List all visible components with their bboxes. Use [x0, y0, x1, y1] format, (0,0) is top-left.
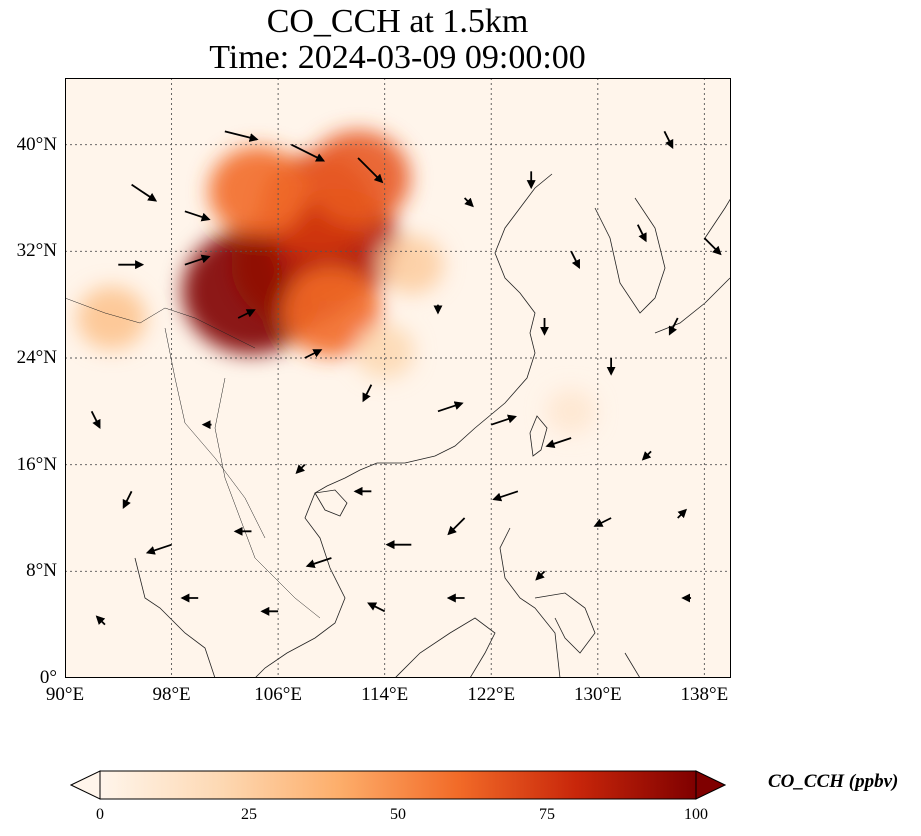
wind-arrow [703, 237, 722, 256]
colorbar-tick-label: 0 [96, 806, 104, 823]
border-lines [65, 297, 321, 619]
wind-arrow [593, 517, 612, 527]
wind-arrow [663, 130, 674, 149]
latitude-tick-label: 8°N [26, 560, 57, 582]
wind-arrow [636, 224, 647, 243]
colorbar-gradient [99, 770, 697, 800]
colorbar-min-extend [69, 770, 101, 800]
coastline-korea [594, 197, 666, 314]
wind-arrow [641, 450, 652, 461]
wind-arrow [490, 414, 517, 426]
latitude-tick-label: 24°N [16, 347, 57, 368]
concentration-field [76, 130, 596, 434]
colorbar-svg [69, 770, 727, 800]
wind-arrow [305, 557, 332, 568]
latitude-tick-label: 40°N [16, 133, 57, 155]
wind-arrow [131, 183, 158, 202]
latitude-tick-label: 32°N [16, 240, 57, 262]
wind-arrow [90, 410, 101, 429]
coastlines [65, 173, 731, 678]
concentration-blob [208, 146, 308, 237]
wind-arrow [304, 349, 323, 359]
longitude-tick-label: 122°E [467, 684, 516, 705]
wind-arrow [224, 130, 259, 142]
wind-arrow [357, 157, 384, 184]
coastline-taiwan [529, 415, 548, 457]
longitude-tick-label: 114°E [361, 684, 409, 705]
colorbar-max-extend [695, 770, 727, 800]
wind-arrow [677, 508, 687, 519]
coastline-indochina [254, 492, 346, 678]
wind-arrow [122, 490, 133, 509]
latitude-tick-label: 0° [39, 667, 57, 688]
map-title: CO_CCH at 1.5km Time: 2024-03-09 09:00:0… [64, 4, 731, 76]
colorbar-label: CO_CCH (ppbv) [768, 771, 899, 792]
map-panel [65, 78, 731, 678]
colorbar-tick-label: 50 [390, 806, 406, 823]
colorbar-tick-label: 75 [539, 806, 555, 823]
wind-arrow [145, 543, 172, 555]
longitude-tick-label: 98°E [152, 684, 191, 705]
wind-arrow [95, 615, 106, 626]
concentration-blob [76, 286, 147, 350]
wind-arrow [447, 517, 466, 536]
coastline-malay [134, 557, 216, 678]
map-frame [65, 78, 731, 678]
concentration-blob [306, 130, 411, 226]
wind-vectors [90, 130, 722, 626]
wind-arrow [367, 602, 386, 613]
wind-arrow [184, 254, 211, 266]
coastline-china [314, 173, 553, 494]
coastline-borneo [394, 617, 496, 678]
colorbar [69, 770, 727, 800]
title-line-time: Time: 2024-03-09 09:00:00 [209, 39, 586, 76]
wind-arrow [437, 401, 464, 413]
wind-arrow [362, 384, 373, 403]
wind-arrow [668, 317, 679, 336]
wind-arrow [535, 570, 546, 581]
concentration-blob [281, 266, 381, 357]
colorbar-tick-label: 25 [241, 806, 257, 823]
wind-arrow [545, 437, 572, 448]
wind-arrow [492, 490, 519, 502]
longitude-tick-label: 130°E [573, 684, 622, 705]
title-line-variable: CO_CCH at 1.5km [266, 3, 529, 40]
wind-arrow [463, 197, 474, 208]
gridlines [65, 78, 731, 678]
coastline-hainan [314, 489, 348, 517]
longitude-tick-label: 106°E [254, 684, 302, 705]
concentration-blob [546, 388, 596, 434]
colorbar-tick-label: 100 [684, 806, 708, 823]
concentration-blob [354, 324, 415, 379]
concentration-blob [379, 235, 444, 294]
wind-arrow [295, 464, 306, 474]
coastline-japan [654, 197, 731, 334]
wind-arrow [570, 250, 580, 269]
longitude-tick-label: 138°E [680, 684, 729, 705]
longitude-tick-label: 90°E [45, 684, 85, 705]
latitude-tick-label: 16°N [16, 453, 57, 475]
coastline-philippine-islands [534, 592, 641, 678]
wind-arrow [184, 210, 211, 222]
wind-arrow [237, 309, 256, 319]
wind-arrow [291, 143, 326, 162]
coastline-luzon [499, 527, 561, 678]
map-canvas [65, 78, 731, 678]
